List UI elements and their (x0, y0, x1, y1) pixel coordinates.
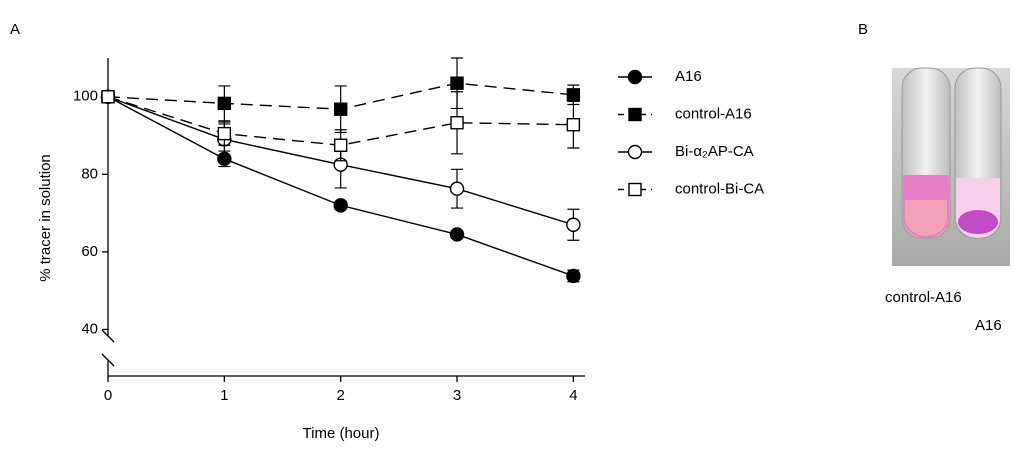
panel-label: A (10, 21, 20, 38)
marker (101, 90, 115, 104)
photo-label: control-A16 (885, 289, 962, 306)
legend-label: Bi-α₂AP-CA (675, 143, 754, 160)
marker (450, 116, 464, 130)
marker (333, 198, 348, 213)
marker (449, 181, 465, 196)
marker (217, 126, 232, 141)
marker (333, 102, 348, 116)
y-tick-label: 80 (81, 165, 98, 182)
marker (566, 118, 581, 132)
x-tick-label: 2 (337, 387, 345, 404)
y-axis-label: % tracer in solution (37, 154, 54, 282)
marker (333, 138, 348, 152)
photo (892, 67, 1010, 266)
y-tick-label: 60 (81, 243, 98, 260)
x-axis-label: Time (hour) (303, 425, 380, 442)
marker (450, 76, 464, 90)
marker (566, 268, 581, 284)
axis-break (101, 329, 115, 367)
legend-label: control-A16 (675, 105, 752, 122)
x-tick-label: 1 (220, 387, 228, 404)
legend-label: A16 (675, 68, 702, 85)
panel-label: B (858, 21, 868, 38)
x-tick-label: 0 (104, 387, 112, 404)
legend-marker (627, 144, 643, 160)
marker (217, 96, 232, 111)
legend-marker (627, 69, 643, 85)
marker (566, 217, 581, 232)
marker (449, 227, 465, 242)
legend-marker (628, 182, 642, 197)
marker (566, 88, 581, 102)
x-tick-label: 4 (569, 387, 577, 404)
photo-label: A16 (975, 317, 1002, 334)
legend-marker (628, 107, 642, 122)
x-tick-label: 3 (453, 387, 461, 404)
y-tick-label: 100 (73, 88, 98, 105)
legend-label: control-Bi-CA (675, 180, 764, 197)
y-tick-label: 40 (81, 320, 98, 337)
